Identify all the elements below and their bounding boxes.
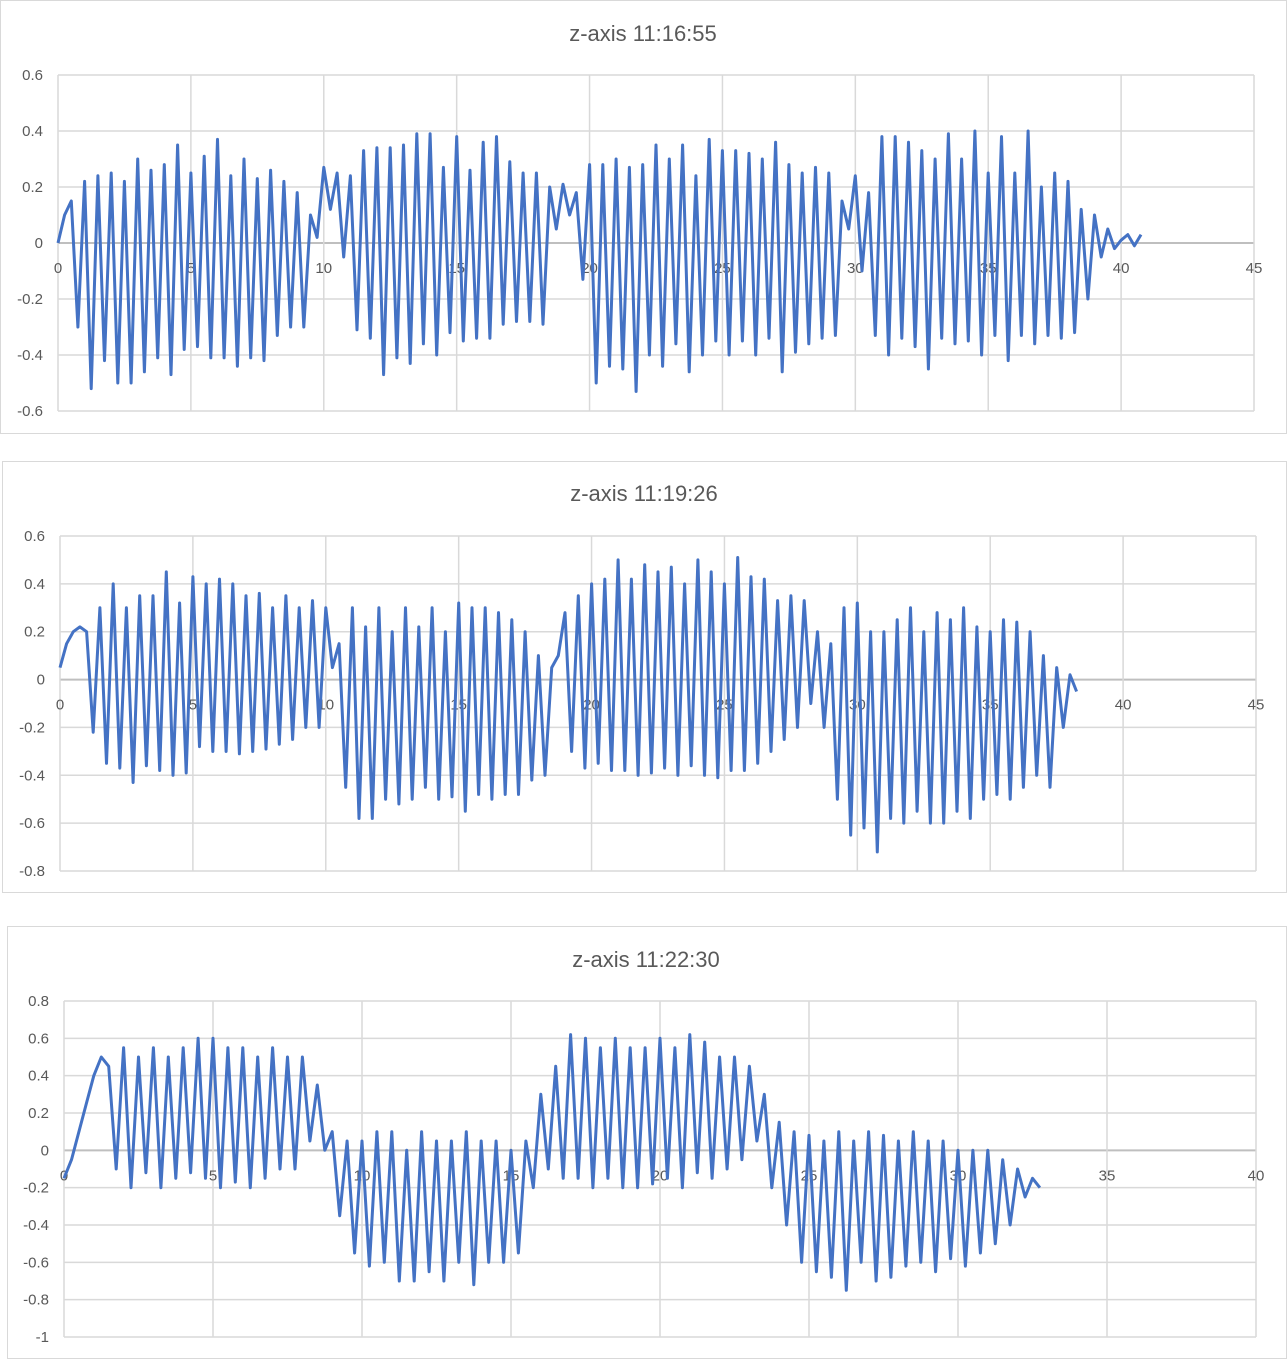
chart-3: z-axis 11:22:30 0.8 0.6 0.4 0.2 0 -0.2 -0.4 -0.6… xyxy=(23,947,1265,1346)
x-tick-label: 35 xyxy=(980,260,997,277)
x-tick-label: 0 xyxy=(56,697,64,714)
y-tick-label: -1 xyxy=(36,1329,49,1346)
y-tick-label: -0.4 xyxy=(23,1217,49,1234)
x-tick-label: 35 xyxy=(982,697,999,714)
x-tick-label: 10 xyxy=(315,260,332,277)
series-line-z-axis xyxy=(62,1033,1042,1292)
y-tick-label: -0.8 xyxy=(19,863,45,880)
x-tick-label: 35 xyxy=(1099,1167,1116,1184)
x-tick-label: 30 xyxy=(849,697,866,714)
x-tick-label: 25 xyxy=(714,260,731,277)
y-tick-label: 0 xyxy=(41,1142,49,1159)
y-tick-label: 0.4 xyxy=(24,576,45,593)
x-tick-label: 5 xyxy=(189,697,197,714)
x-tick-label: 5 xyxy=(209,1167,217,1184)
chart-1: z-axis 11:16:55 0.6 0.4 0.2 0 -0.2 -0.4 -0.6 0 5 1… xyxy=(17,21,1263,420)
y-tick-label: 0.4 xyxy=(22,123,43,140)
y-tick-label: -0.4 xyxy=(19,767,45,784)
y-tick-label: 0.8 xyxy=(28,993,49,1010)
x-tick-label: 5 xyxy=(187,260,195,277)
y-tick-label: 0.2 xyxy=(22,179,43,196)
y-tick-label: 0.6 xyxy=(22,67,43,84)
y-tick-label: -0.6 xyxy=(23,1254,49,1271)
x-tick-label: 25 xyxy=(801,1167,818,1184)
y-tick-label: 0 xyxy=(35,235,43,252)
x-tick-label: 40 xyxy=(1113,260,1130,277)
y-tick-label: 0.2 xyxy=(24,624,45,641)
x-tick-label: 45 xyxy=(1246,260,1263,277)
x-tick-label: 30 xyxy=(950,1167,967,1184)
chart-panel-2: z-axis 11:19:26 0.6 0.4 0.2 0 -0.2 -0.4 -0.6 -0.… xyxy=(2,461,1287,893)
x-tick-label: 30 xyxy=(847,260,864,277)
x-tick-label: 45 xyxy=(1248,697,1265,714)
y-tick-label: -0.6 xyxy=(17,403,43,420)
x-tick-label: 20 xyxy=(652,1167,669,1184)
y-tick-label: 0.4 xyxy=(28,1068,49,1085)
x-tick-label: 15 xyxy=(450,697,467,714)
chart-panel-1: z-axis 11:16:55 0.6 0.4 0.2 0 -0.2 -0.4 -0.6 0 5 1… xyxy=(0,0,1287,434)
y-tick-label: 0.6 xyxy=(24,528,45,545)
y-tick-label: 0 xyxy=(37,672,45,689)
y-tick-label: -0.4 xyxy=(17,347,43,364)
x-tick-label: 40 xyxy=(1248,1167,1265,1184)
y-tick-label: -0.6 xyxy=(19,815,45,832)
x-tick-label: 15 xyxy=(503,1167,520,1184)
y-tick-label: -0.2 xyxy=(19,719,45,736)
chart-title: z-axis 11:22:30 xyxy=(572,947,720,972)
chart-panel-3: z-axis 11:22:30 0.8 0.6 0.4 0.2 0 -0.2 -0.4 -0.6… xyxy=(7,926,1287,1359)
y-tick-label: 0.2 xyxy=(28,1105,49,1122)
chart-title: z-axis 11:19:26 xyxy=(570,481,718,506)
y-tick-label: -0.2 xyxy=(23,1180,49,1197)
x-tick-label: 0 xyxy=(54,260,62,277)
chart-title: z-axis 11:16:55 xyxy=(569,21,717,46)
y-tick-label: 0.6 xyxy=(28,1030,49,1047)
series-line-z-axis xyxy=(56,129,1143,393)
y-tick-label: -0.8 xyxy=(23,1292,49,1309)
y-tick-label: -0.2 xyxy=(17,291,43,308)
x-tick-label: 10 xyxy=(354,1167,371,1184)
chart-2: z-axis 11:19:26 0.6 0.4 0.2 0 -0.2 -0.4 -0.6 -0.… xyxy=(19,481,1265,880)
x-tick-label: 40 xyxy=(1115,697,1132,714)
series-line-z-axis xyxy=(58,556,1078,854)
